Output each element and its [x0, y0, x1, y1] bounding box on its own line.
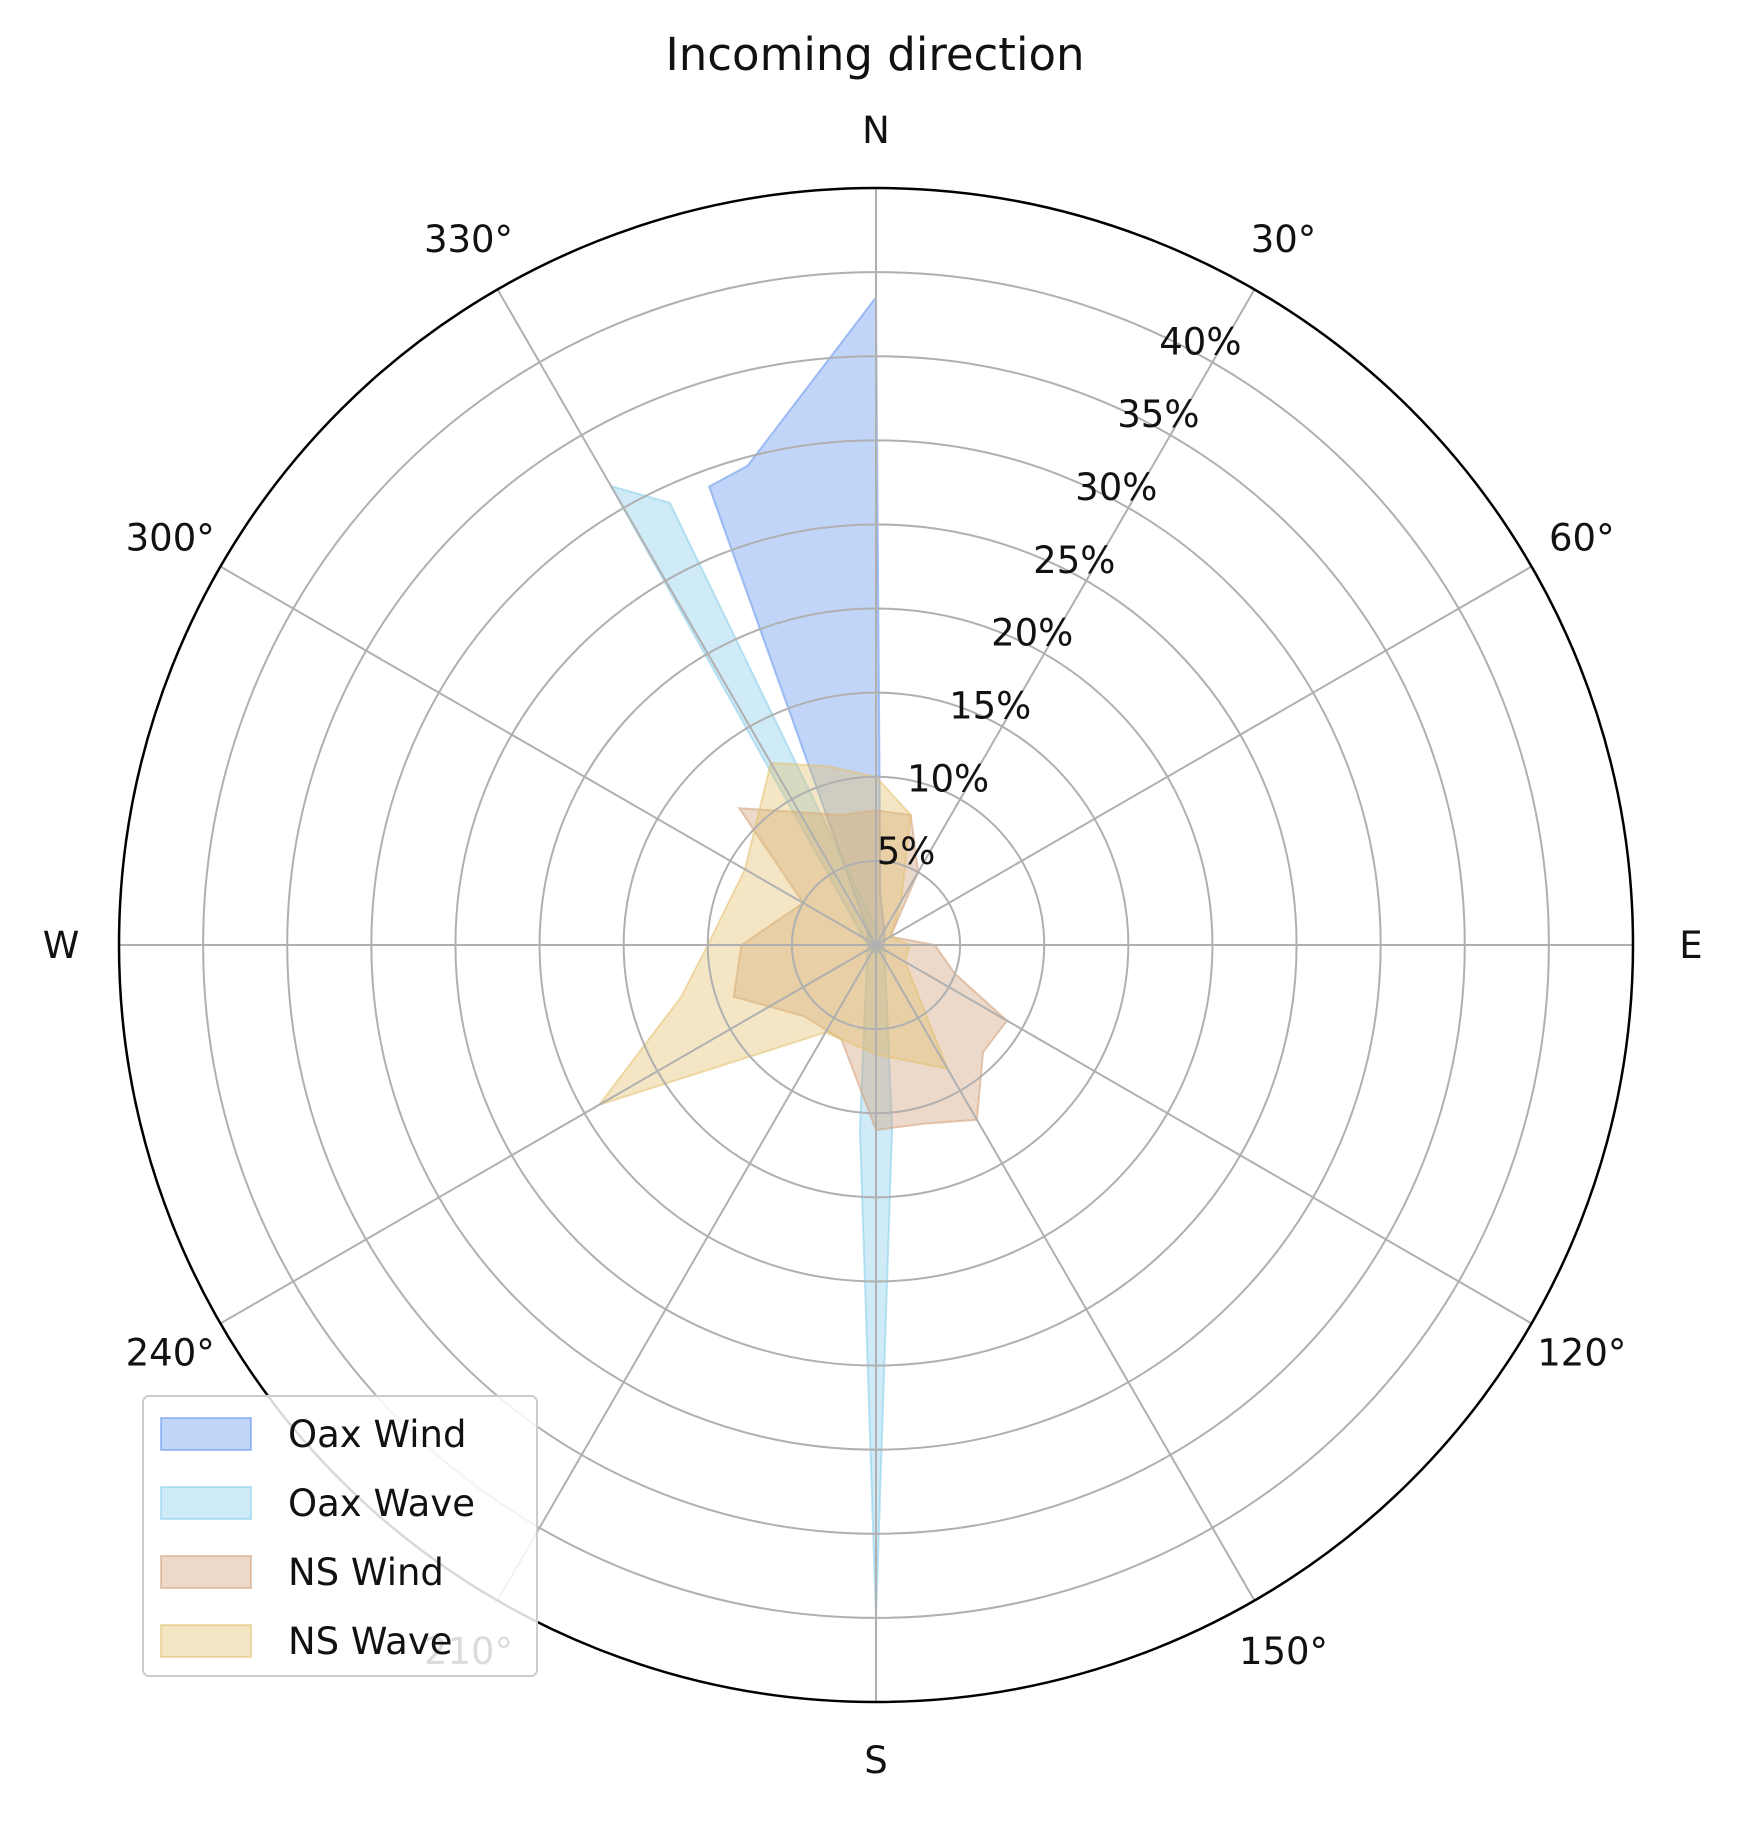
- series-area-0: [707, 294, 886, 955]
- direction-label-11: 330°: [424, 218, 513, 261]
- radial-tick-label-3: 20%: [991, 612, 1073, 655]
- direction-label-8: 240°: [126, 1332, 215, 1375]
- legend-swatch-1: [160, 1486, 252, 1520]
- legend-swatch-3: [160, 1624, 252, 1658]
- direction-label-2: 60°: [1549, 517, 1615, 560]
- legend-swatch-2: [160, 1555, 252, 1589]
- radial-tick-label-4: 25%: [1033, 539, 1115, 582]
- legend-swatch-0: [160, 1417, 252, 1451]
- direction-label-5: 150°: [1239, 1630, 1328, 1673]
- direction-label-1: 30°: [1251, 218, 1317, 261]
- direction-label-10: 300°: [126, 517, 215, 560]
- legend-label-2: NS Wind: [288, 1551, 444, 1594]
- radial-tick-label-6: 35%: [1117, 393, 1199, 436]
- direction-label-4: 120°: [1537, 1332, 1626, 1375]
- grid-lines: [119, 188, 1633, 1702]
- grid-spoke-10: [219, 565, 877, 946]
- grid-spoke-1: [875, 288, 1256, 946]
- grid-spoke-5: [875, 944, 1256, 1602]
- series-fills: [596, 294, 1009, 1618]
- radial-tick-label-1: 10%: [907, 757, 989, 800]
- radial-tick-labels: 5% 10% 15% 20% 25% 30% 35% 40%: [877, 320, 1242, 873]
- legend-frame: [142, 1395, 538, 1677]
- direction-label-6: S: [864, 1739, 888, 1782]
- direction-label-0: N: [862, 109, 890, 152]
- radial-tick-label-5: 30%: [1075, 466, 1157, 509]
- radial-tick-label-0: 5%: [877, 830, 936, 873]
- grid-spoke-11: [496, 288, 877, 946]
- legend-label-0: Oax Wind: [288, 1413, 466, 1456]
- chart-title: Incoming direction: [666, 28, 1085, 81]
- radial-tick-label-7: 40%: [1159, 320, 1241, 363]
- radial-tick-label-2: 15%: [949, 685, 1031, 728]
- legend-label-3: NS Wave: [288, 1620, 452, 1663]
- series-area-3: [596, 761, 950, 1107]
- grid-spoke-8: [219, 944, 877, 1325]
- grid-spoke-4: [875, 944, 1533, 1325]
- direction-label-9: W: [43, 924, 80, 967]
- legend-label-1: Oax Wave: [288, 1482, 475, 1525]
- polar-frame: [117, 186, 1635, 1704]
- legend: Oax Wind Oax Wave NS Wind NS Wave: [142, 1395, 538, 1677]
- grid-spoke-7: [496, 944, 877, 1602]
- series-area-1: [608, 484, 894, 1618]
- grid-spoke-2: [875, 565, 1533, 946]
- direction-label-3: E: [1679, 924, 1702, 967]
